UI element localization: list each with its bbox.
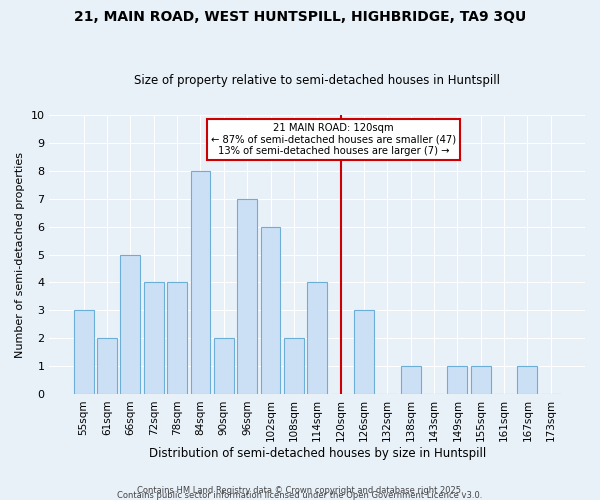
Text: Contains public sector information licensed under the Open Government Licence v3: Contains public sector information licen… [118, 491, 482, 500]
Title: Size of property relative to semi-detached houses in Huntspill: Size of property relative to semi-detach… [134, 74, 500, 87]
Bar [471, 366, 491, 394]
Bar [144, 282, 164, 395]
Text: Contains HM Land Registry data © Crown copyright and database right 2025.: Contains HM Land Registry data © Crown c… [137, 486, 463, 495]
Bar [191, 170, 211, 394]
Bar [448, 366, 467, 394]
X-axis label: Distribution of semi-detached houses by size in Huntspill: Distribution of semi-detached houses by … [149, 447, 486, 460]
Bar [354, 310, 374, 394]
Bar [214, 338, 234, 394]
Text: 21 MAIN ROAD: 120sqm
← 87% of semi-detached houses are smaller (47)
13% of semi-: 21 MAIN ROAD: 120sqm ← 87% of semi-detac… [211, 123, 456, 156]
Bar [401, 366, 421, 394]
Bar [307, 282, 327, 395]
Bar [74, 310, 94, 394]
Y-axis label: Number of semi-detached properties: Number of semi-detached properties [15, 152, 25, 358]
Bar [260, 226, 280, 394]
Bar [121, 254, 140, 394]
Text: 21, MAIN ROAD, WEST HUNTSPILL, HIGHBRIDGE, TA9 3QU: 21, MAIN ROAD, WEST HUNTSPILL, HIGHBRIDG… [74, 10, 526, 24]
Bar [97, 338, 117, 394]
Bar [237, 198, 257, 394]
Bar [167, 282, 187, 395]
Bar [284, 338, 304, 394]
Bar [517, 366, 538, 394]
